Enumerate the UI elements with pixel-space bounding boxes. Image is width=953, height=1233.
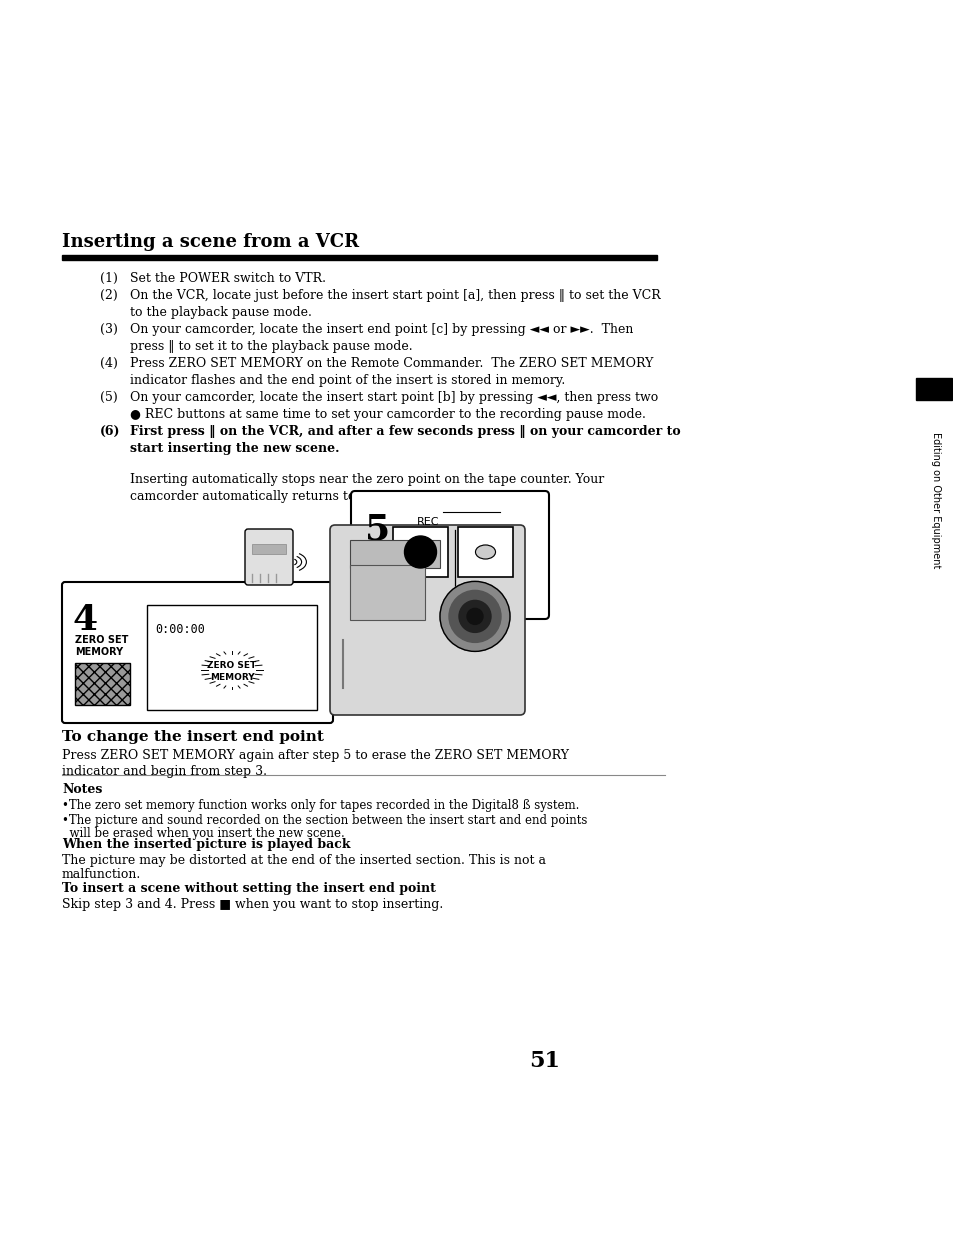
Text: 4: 4 xyxy=(73,603,98,637)
Text: indicator flashes and the end point of the insert is stored in memory.: indicator flashes and the end point of t… xyxy=(130,374,565,387)
FancyBboxPatch shape xyxy=(62,582,333,723)
Bar xyxy=(252,544,286,554)
Text: Press ZERO SET MEMORY again after step 5 to erase the ZERO SET MEMORY: Press ZERO SET MEMORY again after step 5… xyxy=(62,748,568,762)
Bar xyxy=(393,526,448,577)
Text: o: o xyxy=(417,587,423,597)
FancyBboxPatch shape xyxy=(245,529,293,584)
Text: REC: REC xyxy=(416,517,439,526)
Text: (3): (3) xyxy=(100,323,118,337)
Text: Editing on Other Equipment: Editing on Other Equipment xyxy=(930,432,940,568)
Text: (2): (2) xyxy=(100,289,117,302)
FancyBboxPatch shape xyxy=(330,525,524,715)
Text: 51: 51 xyxy=(529,1051,560,1071)
Circle shape xyxy=(458,600,491,633)
Text: indicator and begin from step 3.: indicator and begin from step 3. xyxy=(62,764,267,778)
Text: •The zero set memory function works only for tapes recorded in the Digital8 ß sy: •The zero set memory function works only… xyxy=(62,799,578,813)
Text: On the VCR, locate just before the insert start point [a], then press ‖ to set t: On the VCR, locate just before the inser… xyxy=(130,289,660,302)
Text: To insert a scene without setting the insert end point: To insert a scene without setting the in… xyxy=(62,882,436,895)
Text: When the inserted picture is played back: When the inserted picture is played back xyxy=(62,838,350,851)
Bar xyxy=(147,605,316,710)
Circle shape xyxy=(404,536,436,568)
Text: •The picture and sound recorded on the section between the insert start and end : •The picture and sound recorded on the s… xyxy=(62,814,587,827)
Text: MEMORY: MEMORY xyxy=(75,647,123,657)
Text: o: o xyxy=(482,587,488,597)
Text: Press ZERO SET MEMORY on the Remote Commander.  The ZERO SET MEMORY: Press ZERO SET MEMORY on the Remote Comm… xyxy=(130,358,653,370)
Text: (5): (5) xyxy=(100,391,117,404)
Bar xyxy=(62,255,657,260)
Text: Skip step 3 and 4. Press ■ when you want to stop inserting.: Skip step 3 and 4. Press ■ when you want… xyxy=(62,898,443,911)
Bar xyxy=(915,379,951,399)
Bar xyxy=(75,663,130,705)
Text: will be erased when you insert the new scene.: will be erased when you insert the new s… xyxy=(62,827,344,840)
FancyBboxPatch shape xyxy=(351,491,548,619)
Text: 5: 5 xyxy=(365,513,390,547)
Text: First press ‖ on the VCR, and after a few seconds press ‖ on your camcorder to: First press ‖ on the VCR, and after a fe… xyxy=(130,425,679,438)
Text: press ‖ to set it to the playback pause mode.: press ‖ to set it to the playback pause … xyxy=(130,340,413,353)
Text: (6): (6) xyxy=(100,425,120,438)
Text: ● REC buttons at same time to set your camcorder to the recording pause mode.: ● REC buttons at same time to set your c… xyxy=(130,408,645,420)
Text: Notes: Notes xyxy=(62,783,102,797)
Text: 0:00:00: 0:00:00 xyxy=(154,623,205,636)
Bar xyxy=(350,565,424,620)
Text: to the playback pause mode.: to the playback pause mode. xyxy=(130,306,312,319)
Bar xyxy=(350,540,439,568)
Text: On your camcorder, locate the insert start point [b] by pressing ◄◄, then press : On your camcorder, locate the insert sta… xyxy=(130,391,658,404)
Text: ZERO SET: ZERO SET xyxy=(75,635,129,645)
Text: camcorder automatically returns to the recording pause mode.: camcorder automatically returns to the r… xyxy=(130,490,529,503)
Text: (4): (4) xyxy=(100,358,118,370)
Ellipse shape xyxy=(475,545,495,559)
Circle shape xyxy=(439,582,510,651)
Circle shape xyxy=(467,608,482,624)
Text: Set the POWER switch to VTR.: Set the POWER switch to VTR. xyxy=(130,272,326,285)
Text: ZERO SET: ZERO SET xyxy=(207,661,256,670)
Text: Inserting automatically stops near the zero point on the tape counter. Your: Inserting automatically stops near the z… xyxy=(130,473,603,486)
Text: malfunction.: malfunction. xyxy=(62,868,141,882)
Text: The picture may be distorted at the end of the inserted section. This is not a: The picture may be distorted at the end … xyxy=(62,854,545,867)
Circle shape xyxy=(449,591,500,642)
Text: Inserting a scene from a VCR: Inserting a scene from a VCR xyxy=(62,233,358,252)
Text: On your camcorder, locate the insert end point [c] by pressing ◄◄ or ►►.  Then: On your camcorder, locate the insert end… xyxy=(130,323,633,337)
Text: (1): (1) xyxy=(100,272,118,285)
Text: To change the insert end point: To change the insert end point xyxy=(62,730,323,743)
Bar xyxy=(457,526,513,577)
Text: start inserting the new scene.: start inserting the new scene. xyxy=(130,441,339,455)
Text: MEMORY: MEMORY xyxy=(210,673,254,683)
